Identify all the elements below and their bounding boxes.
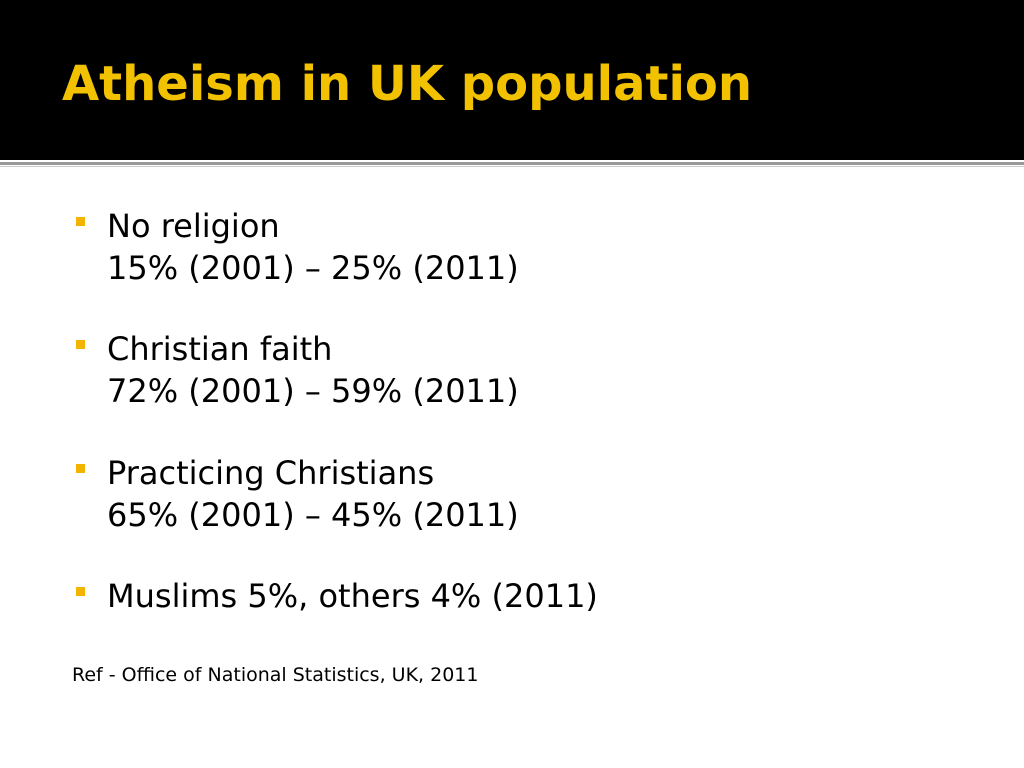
bullet-item: No religion 15% (2001) – 25% (2011) bbox=[76, 205, 519, 289]
bullet-text: 65% (2001) – 45% (2011) bbox=[107, 496, 519, 534]
bullet-text: 15% (2001) – 25% (2011) bbox=[107, 249, 519, 287]
bullet-marker bbox=[76, 217, 85, 226]
title: Atheism in UK population bbox=[62, 56, 753, 112]
bullet-item: Muslims 5%, others 4% (2011) bbox=[76, 575, 598, 617]
bullet-item: Christian faith 72% (2001) – 59% (2011) bbox=[76, 328, 519, 412]
bullet-text: 72% (2001) – 59% (2011) bbox=[107, 372, 519, 410]
header-band: Atheism in UK population bbox=[0, 0, 1024, 160]
bullet-item: Practicing Christians 65% (2001) – 45% (2… bbox=[76, 452, 519, 536]
bullet-text: Practicing Christians bbox=[107, 454, 435, 492]
bullet-text: No religion bbox=[107, 207, 280, 245]
reference: Ref - Office of National Statistics, UK,… bbox=[72, 664, 479, 686]
bullet-marker bbox=[76, 340, 85, 349]
bullet-text: Christian faith bbox=[107, 330, 333, 368]
divider bbox=[0, 162, 1024, 165]
bullet-text: Muslims 5%, others 4% (2011) bbox=[107, 577, 598, 615]
bullet-marker bbox=[76, 587, 85, 596]
divider bbox=[0, 166, 1024, 167]
bullet-marker bbox=[76, 464, 85, 473]
